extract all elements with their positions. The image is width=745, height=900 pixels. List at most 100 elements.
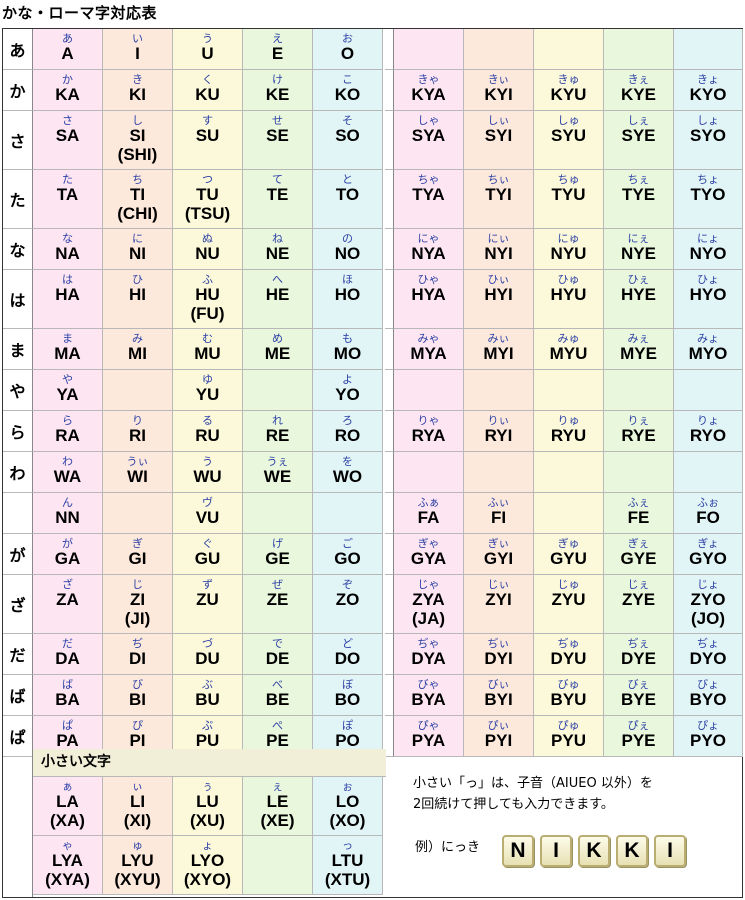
romaji-label: HYE xyxy=(621,285,656,304)
kana-cell: みゅ MYU xyxy=(534,329,604,370)
kana-label: ぎょ xyxy=(697,537,719,550)
romaji-label: GU xyxy=(194,549,221,568)
romaji-label: DE xyxy=(265,649,290,668)
romaji-label: LE xyxy=(266,792,289,811)
kana-label: ぶ xyxy=(202,678,213,691)
romaji-label: ZA xyxy=(56,590,79,609)
romaji-label: MYA xyxy=(410,344,447,363)
kana-cell: さ SA xyxy=(33,111,103,170)
empty-cell xyxy=(534,29,604,70)
kana-label: ゆ xyxy=(202,373,213,386)
kana-label: りょ xyxy=(697,414,719,427)
kana-label: っ xyxy=(342,839,353,852)
row-header: な xyxy=(3,229,33,270)
romaji-label: RYE xyxy=(621,426,656,445)
kana-cell: にゃ NYA xyxy=(394,229,464,270)
romaji-label: DYU xyxy=(550,649,587,668)
romaji-label: NYE xyxy=(621,244,656,263)
romaji-alt-label: (JO) xyxy=(691,609,725,628)
kana-label: ぢゅ xyxy=(557,637,580,650)
kana-cell: うぃ WI xyxy=(103,452,173,493)
kana-cell: ふぉ FO xyxy=(674,493,743,534)
note-line-2: 2回続けて押しても入力できます。 xyxy=(413,797,614,812)
table-row: ん NN ヴ VU ふぁ FA ふぃ FI ふぇ FE ふぉ FO xyxy=(3,493,744,534)
romaji-label: DI xyxy=(129,649,146,668)
kana-cell: す SU xyxy=(173,111,243,170)
kana-label: ぺ xyxy=(272,719,283,732)
row-header: た xyxy=(3,170,33,229)
kana-label: ぽ xyxy=(342,719,353,732)
romaji-label: VU xyxy=(195,508,220,527)
kana-label: きゅ xyxy=(557,73,580,86)
column-gap xyxy=(385,370,394,411)
kana-cell: ぎ GI xyxy=(103,534,173,575)
kana-cell: ご GO xyxy=(313,534,383,575)
kana-label: ぎゃ xyxy=(417,537,440,550)
kana-label: びゃ xyxy=(417,678,440,691)
kana-cell: ぴょ PYO xyxy=(674,716,743,757)
romaji-label: MYI xyxy=(483,344,514,363)
kana-cell: ぴゅ PYU xyxy=(534,716,604,757)
romaji-label: TO xyxy=(335,185,360,204)
romaji-label: SA xyxy=(55,126,80,145)
kana-label: ちゅ xyxy=(557,173,580,186)
kana-label: へ xyxy=(272,273,283,286)
kana-cell: ぇ LE (XE) xyxy=(243,777,313,836)
kana-label: ぎゅ xyxy=(557,537,580,550)
romaji-label: RA xyxy=(55,426,80,445)
romaji-label: SE xyxy=(266,126,289,145)
note-text: 小さい「っ」は、子音（AIUEO 以外）を 2回続けて押しても入力できます。 xyxy=(413,773,653,815)
kana-cell: きゅ KYU xyxy=(534,70,604,111)
romaji-label: DYO xyxy=(689,649,727,668)
romaji-label: HO xyxy=(334,285,361,304)
kana-label: べ xyxy=(272,678,283,691)
kana-cell: は HA xyxy=(33,270,103,329)
kana-label: ぴぇ xyxy=(627,719,650,732)
kana-cell: ちぇ TYE xyxy=(604,170,674,229)
romaji-label: WA xyxy=(53,467,82,486)
kana-label: ぴ xyxy=(132,719,143,732)
kana-cell: しぇ SYE xyxy=(604,111,674,170)
romaji-label: FO xyxy=(696,508,720,527)
small-letters-title: 小さい文字 xyxy=(33,749,386,777)
kana-cell: ふぇ FE xyxy=(604,493,674,534)
romaji-label: GI xyxy=(128,549,147,568)
romaji-label: YA xyxy=(56,385,79,404)
romaji-label: KYO xyxy=(689,85,727,104)
kana-cell: ぃ LI (XI) xyxy=(103,777,173,836)
kana-label: き xyxy=(132,73,143,86)
kana-cell: ぞ ZO xyxy=(313,575,383,634)
kana-cell: る RU xyxy=(173,411,243,452)
kana-label: ぎぇ xyxy=(627,537,650,550)
romaji-label: TA xyxy=(56,185,79,204)
kana-label: ん xyxy=(62,496,73,509)
kana-label: だ xyxy=(62,637,73,650)
romaji-label: RE xyxy=(265,426,290,445)
romaji-alt-label: (XTU) xyxy=(324,870,371,889)
keycap-k: K xyxy=(616,835,648,867)
empty-cell xyxy=(243,836,313,895)
kana-label: も xyxy=(342,332,353,345)
kana-cell: にゅ NYU xyxy=(534,229,604,270)
romaji-label: HA xyxy=(55,285,80,304)
romaji-label: ZYA xyxy=(412,590,445,609)
kana-label: ぎぃ xyxy=(487,537,510,550)
romaji-alt-label: (CHI) xyxy=(117,204,158,223)
romaji-label: TYE xyxy=(621,185,656,204)
romaji-alt-label: (XU) xyxy=(190,811,225,830)
romaji-label: KYE xyxy=(621,85,656,104)
row-header: は xyxy=(3,270,33,329)
romaji-label: WO xyxy=(332,467,363,486)
kana-cell: きゃ KYA xyxy=(394,70,464,111)
kana-cell: し SI (SHI) xyxy=(103,111,173,170)
kana-label: を xyxy=(342,455,353,468)
kana-label: りぇ xyxy=(627,414,650,427)
romaji-label: GYO xyxy=(689,549,727,568)
kana-label: り xyxy=(132,414,143,427)
kana-cell: りぇ RYE xyxy=(604,411,674,452)
kana-label: そ xyxy=(342,114,353,127)
romaji-label: I xyxy=(135,44,140,63)
romaji-label: KA xyxy=(55,85,80,104)
romaji-label: TI xyxy=(129,185,146,204)
empty-cell xyxy=(534,370,604,411)
